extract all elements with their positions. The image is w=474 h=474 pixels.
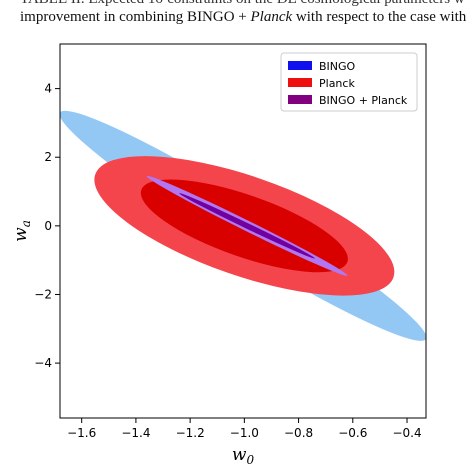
legend-entry-label: BINGO (319, 60, 356, 73)
legend: BINGO Planck BINGO + Planck (280, 52, 418, 112)
y-axis-label-sub: a (19, 220, 33, 227)
contour-layer (60, 110, 426, 341)
legend-swatch (288, 78, 312, 87)
y-axis-label-main: w (11, 227, 31, 242)
plot-frame (59, 43, 427, 419)
x-axis-label: w0 (232, 445, 255, 467)
x-tick-label: −1.2 (176, 426, 205, 440)
y-tick-label: −4 (34, 356, 52, 370)
x-tick-label: −1.4 (121, 426, 150, 440)
x-tick-label: −1.0 (230, 426, 259, 440)
x-tick-label: −1.6 (67, 426, 96, 440)
x-axis-label-main: w (232, 445, 247, 465)
y-tick-label: −2 (34, 287, 52, 301)
x-axis-label-sub: 0 (246, 453, 254, 467)
contour-bingo-planck-1-sigma (179, 193, 315, 259)
caption-line-2-italic: Planck (250, 9, 293, 25)
caption-line-2-prefix: improvement in combining BINGO + (20, 9, 251, 25)
caption-line-2-suffix: with respect to the case with (292, 9, 467, 25)
caption-line-1: TABLE II. Expected 1σ constraints on the… (20, 0, 465, 8)
x-tick-label: −0.8 (284, 426, 313, 440)
x-tick-label: −0.6 (338, 426, 367, 440)
legend-entry-label: Planck (319, 77, 355, 90)
caption-line-2: improvement in combining BINGO + Planck … (20, 9, 466, 26)
legend-swatch (288, 95, 312, 104)
legend-swatch (288, 61, 312, 70)
y-tick-label: 4 (44, 82, 52, 96)
x-tick-label: −0.4 (392, 426, 421, 440)
figure-caption: TABLE II. Expected 1σ constraints on the… (0, 0, 474, 34)
legend-box (280, 52, 418, 112)
y-tick-label: 0 (44, 219, 52, 233)
legend-entry-label: BINGO + Planck (319, 94, 408, 107)
tick-layer: −1.6 −1.4 −1.2 −1.0 −0.8 −0.6 −0.4 −4 −2 0 2 4 (34, 82, 421, 440)
y-tick-label: 2 (44, 150, 52, 164)
y-axis-label: wa (11, 220, 33, 242)
